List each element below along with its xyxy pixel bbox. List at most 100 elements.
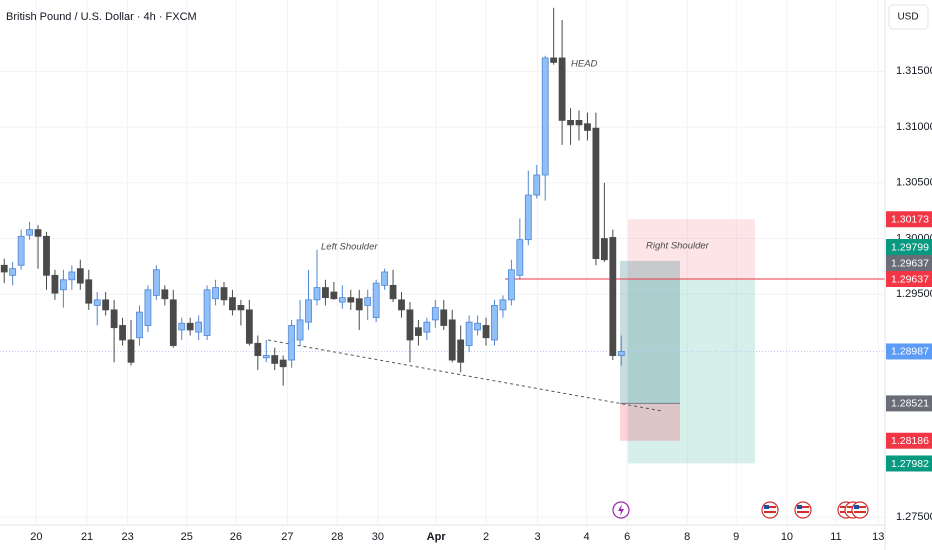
currency[interactable]: USD [897,12,918,23]
x-tick-label: 30 [372,531,384,543]
candle [617,335,625,366]
candle-body [136,311,143,339]
price-label-box [886,395,932,412]
candle [541,55,549,201]
candle-body [59,279,67,291]
price-label-box [886,432,932,449]
candle-body [271,355,279,364]
candle [364,289,372,320]
candle-body [212,287,219,300]
candle-body [482,325,490,339]
candle [220,282,228,306]
candle [431,299,439,328]
annotation-right-shoulder: Right Shoulder [646,241,710,252]
candle-body [313,287,321,301]
candle-body [296,319,304,341]
candle [355,289,363,330]
candle [507,259,515,306]
candle-body [423,321,431,333]
candle [448,309,456,363]
candle [372,279,380,323]
x-tick-label: Apr [427,531,447,543]
candle-body [364,297,372,306]
candle [440,299,448,330]
candle [330,282,338,300]
candle [17,229,25,270]
candle [313,249,321,306]
candle-body [474,322,481,331]
candle-body [262,355,270,359]
x-tick-label: 28 [331,531,343,543]
candle-body [575,119,583,126]
candle-body [178,322,186,331]
candle-body [567,119,574,126]
candle-body [152,269,160,296]
candle [169,289,177,348]
candle [389,269,397,303]
trend-line [267,339,663,412]
x-tick-label: 27 [281,531,293,543]
candle [609,229,617,361]
candle [203,285,211,340]
candle-body [600,238,608,261]
price-label-box [886,343,932,360]
candle [474,315,481,336]
candle-body [322,287,329,299]
candle-body [305,299,312,323]
price-label-box [886,211,932,228]
candle [524,170,532,246]
y-tick-label: 1.27500 [896,511,932,523]
candle-body [592,127,600,259]
candle-body [465,321,473,346]
candle-body [381,271,388,286]
candle [229,289,236,316]
x-tick-label: 11 [830,531,841,543]
x-tick-label: 23 [122,531,134,543]
axes: 1.275001.295001.300001.305001.310001.315… [30,65,932,543]
candle [76,259,84,290]
candle-body [355,298,363,311]
candle [533,164,541,199]
candle [558,20,566,145]
chart-title: British Pound / U.S. Dollar · 4h · FXCM [6,11,197,23]
stop-zone [628,219,755,279]
candle [195,315,203,340]
candle-body [43,235,50,276]
candle [338,285,346,309]
x-tick-label: 9 [733,531,739,543]
y-tick-label: 1.31500 [896,65,932,77]
x-tick-label: 20 [30,531,42,543]
candles [0,7,625,386]
candle-body [398,299,405,311]
annotation-left-shoulder: Left Shoulder [321,242,378,253]
candle [279,355,287,386]
candle-body [17,235,25,266]
currency-button[interactable] [888,4,929,30]
candle-body [237,305,245,311]
x-tick-label: 13 [872,531,884,543]
x-tick-label: 8 [684,531,690,543]
candle [161,285,169,306]
candle-body [169,299,177,346]
candle-body [254,342,262,356]
price-label-box [886,238,932,255]
candle [85,269,93,310]
candle [288,319,296,368]
grid [0,0,885,525]
candle [482,317,490,346]
candle-body [76,268,84,284]
candle [271,347,279,371]
candle-body [507,269,515,301]
x-tick-label: 21 [81,531,93,543]
candle-body [516,239,524,276]
candle [127,319,135,366]
flag-icon [761,501,779,519]
candle [59,269,67,308]
candle [254,335,262,371]
candle-body [550,57,558,63]
candle [406,302,414,363]
candle-body [279,359,287,368]
candle-body [0,264,8,273]
candle [102,292,110,316]
